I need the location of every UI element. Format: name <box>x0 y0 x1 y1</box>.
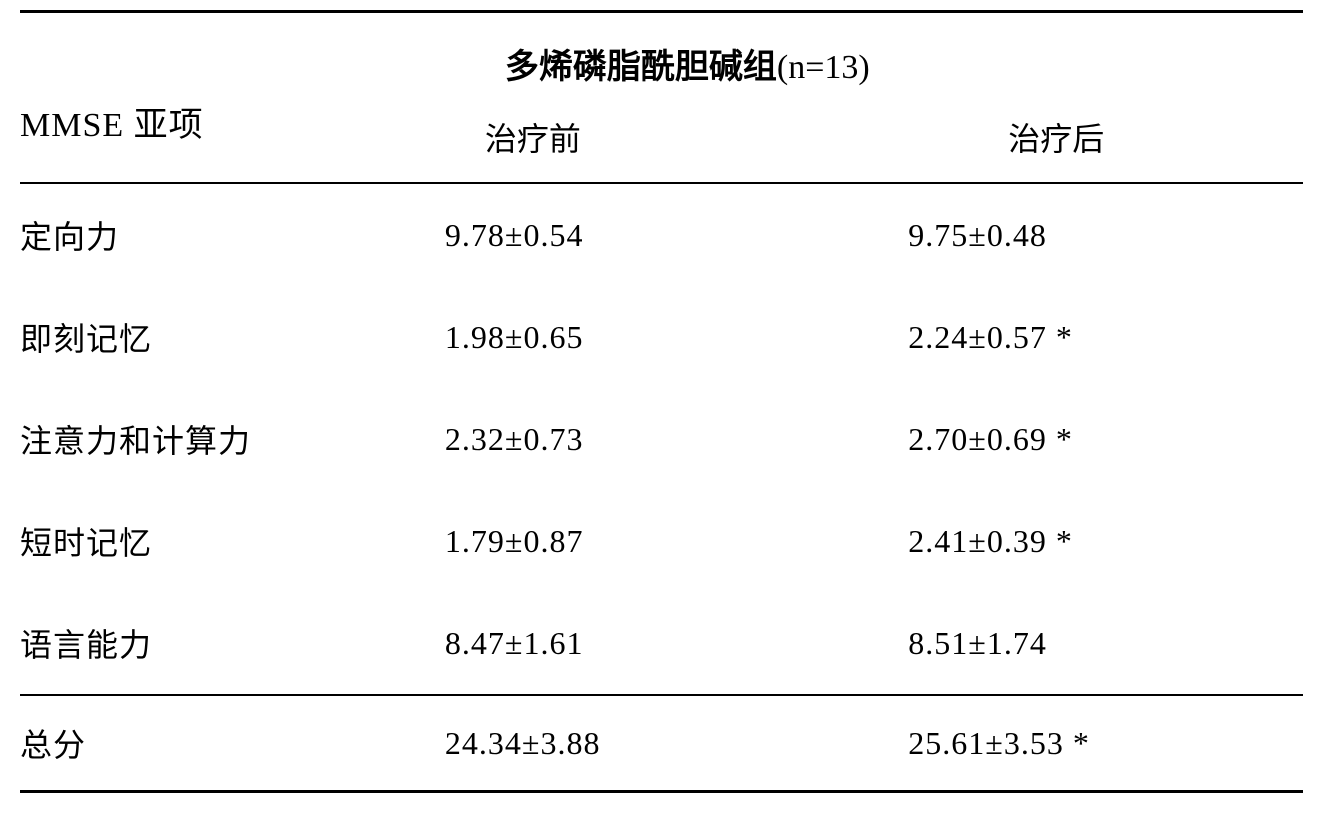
table-row: 定向力 9.78±0.54 9.75±0.48 <box>20 183 1303 286</box>
row-label: 即刻记忆 <box>20 286 405 388</box>
table-row: 注意力和计算力 2.32±0.73 2.70±0.69 * <box>20 388 1303 490</box>
row-post-val: 8.51±1.74 <box>908 625 1047 661</box>
total-pre-val: 24.34±3.88 <box>445 725 601 761</box>
header-group-title: 多烯磷脂酰胆碱组 <box>505 49 777 86</box>
header-rowlabel: MMSE 亚项 <box>20 12 405 184</box>
row-label-text: 定向力 <box>20 219 119 255</box>
header-sub-pre: 治疗前 <box>405 96 828 183</box>
row-label-text: 短时记忆 <box>20 525 152 561</box>
row-label-text: 即刻记忆 <box>20 321 152 357</box>
total-label: 总分 <box>20 695 405 792</box>
row-post: 2.70±0.69 * <box>828 388 1303 490</box>
table-row: 短时记忆 1.79±0.87 2.41±0.39 * <box>20 490 1303 592</box>
header-rowlabel-text: MMSE 亚项 <box>20 107 204 144</box>
row-pre: 1.98±0.65 <box>405 286 828 388</box>
mmse-table-container: MMSE 亚项 多烯磷脂酰胆碱组(n=13) 治疗前 治疗后 定向力 9.78±… <box>0 0 1323 803</box>
row-post: 8.51±1.74 <box>828 592 1303 695</box>
row-label: 定向力 <box>20 183 405 286</box>
table-row: 语言能力 8.47±1.61 8.51±1.74 <box>20 592 1303 695</box>
row-post-val: 9.75±0.48 <box>908 217 1047 253</box>
total-post: 25.61±3.53 * <box>828 695 1303 792</box>
header-sub-pre-text: 治疗前 <box>485 121 581 157</box>
header-group-n: (n=13) <box>777 49 870 86</box>
row-pre: 9.78±0.54 <box>405 183 828 286</box>
row-post-val: 2.70±0.69 * <box>908 421 1073 457</box>
header-sub-post: 治疗后 <box>828 96 1303 183</box>
total-pre: 24.34±3.88 <box>405 695 828 792</box>
row-post: 9.75±0.48 <box>828 183 1303 286</box>
row-pre-val: 9.78±0.54 <box>445 217 584 253</box>
row-pre-val: 8.47±1.61 <box>445 625 584 661</box>
row-post-val: 2.24±0.57 * <box>908 319 1073 355</box>
table-total-row: 总分 24.34±3.88 25.61±3.53 * <box>20 695 1303 792</box>
table-row: 即刻记忆 1.98±0.65 2.24±0.57 * <box>20 286 1303 388</box>
row-pre: 8.47±1.61 <box>405 592 828 695</box>
mmse-table: MMSE 亚项 多烯磷脂酰胆碱组(n=13) 治疗前 治疗后 定向力 9.78±… <box>20 10 1303 793</box>
row-pre: 2.32±0.73 <box>405 388 828 490</box>
header-group: 多烯磷脂酰胆碱组(n=13) <box>405 12 1303 97</box>
row-label: 短时记忆 <box>20 490 405 592</box>
row-pre-val: 1.98±0.65 <box>445 319 584 355</box>
table-top-rule: MMSE 亚项 多烯磷脂酰胆碱组(n=13) <box>20 12 1303 97</box>
row-pre-val: 1.79±0.87 <box>445 523 584 559</box>
total-post-val: 25.61±3.53 * <box>908 725 1090 761</box>
row-label-text: 语言能力 <box>20 627 152 663</box>
total-label-text: 总分 <box>20 727 86 763</box>
row-pre-val: 2.32±0.73 <box>445 421 584 457</box>
row-post-val: 2.41±0.39 * <box>908 523 1073 559</box>
row-post: 2.24±0.57 * <box>828 286 1303 388</box>
row-label: 语言能力 <box>20 592 405 695</box>
row-label-text: 注意力和计算力 <box>20 423 251 459</box>
header-sub-post-text: 治疗后 <box>1008 121 1104 157</box>
row-post: 2.41±0.39 * <box>828 490 1303 592</box>
row-label: 注意力和计算力 <box>20 388 405 490</box>
row-pre: 1.79±0.87 <box>405 490 828 592</box>
